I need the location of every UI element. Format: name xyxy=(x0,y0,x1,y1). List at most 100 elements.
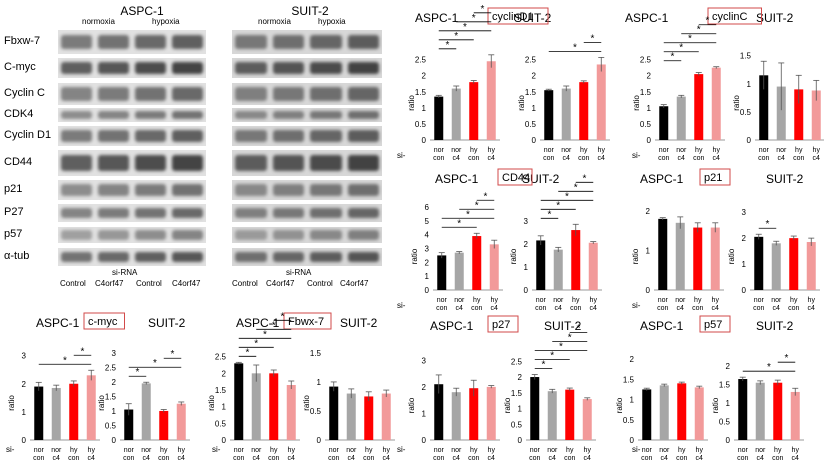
y-tick-label: 0 xyxy=(524,286,529,295)
y-tick-label: 0 xyxy=(726,436,731,445)
sig-star: * xyxy=(472,13,476,24)
x-tick-label: hy xyxy=(790,297,798,304)
panel-title: SUIT-2 xyxy=(766,172,804,186)
y-axis-label: ratio xyxy=(7,395,16,411)
si-label: si- xyxy=(397,151,406,160)
y-tick-label: 1.5 xyxy=(640,88,652,97)
x-tick-label: nor xyxy=(530,447,541,454)
y-axis-label: ratio xyxy=(407,95,416,111)
y-tick-label: 1.5 xyxy=(511,389,523,398)
lane-c4orf47-2: C4orf47 xyxy=(172,279,201,288)
x-tick-label: nor xyxy=(754,297,765,304)
chart-title: p27 xyxy=(492,319,510,331)
y-tick-label: 1.5 xyxy=(310,349,322,358)
si-label: si- xyxy=(212,445,221,454)
x-tick-label: nor xyxy=(141,447,152,454)
bar xyxy=(790,391,800,440)
bar xyxy=(176,403,186,440)
x-tick-label: hy xyxy=(580,147,588,154)
sig-star: * xyxy=(542,360,546,371)
x-tick-label: c4 xyxy=(488,155,496,162)
blot-cond-normoxia-left: normoxia xyxy=(82,17,115,26)
bar xyxy=(437,255,447,290)
x-tick-label: c4 xyxy=(677,305,685,312)
blot-row-label: CD44 xyxy=(4,156,33,168)
y-tick-label: 1 xyxy=(532,104,537,113)
bar xyxy=(806,242,816,290)
bar xyxy=(454,252,464,290)
blot-row-label: C-myc xyxy=(4,61,36,73)
x-tick-label: nor xyxy=(547,447,558,454)
bar xyxy=(754,236,764,290)
y-tick-label: 2.5 xyxy=(525,56,537,65)
chart-title-box xyxy=(699,315,731,333)
x-tick-label: c4 xyxy=(757,455,765,460)
y-tick-label: 2 xyxy=(518,373,523,382)
x-tick-label: c4 xyxy=(453,455,461,460)
y-tick-label: 1 xyxy=(647,104,652,113)
chart-title-box xyxy=(497,168,533,186)
x-tick-label: con xyxy=(658,155,669,162)
si-label: si- xyxy=(397,301,406,310)
x-tick-label: hy xyxy=(470,147,478,154)
sig-star: * xyxy=(550,351,554,362)
y-axis-label: ratio xyxy=(727,248,736,264)
y-tick-label: 2 xyxy=(425,258,430,267)
x-tick-label: hy xyxy=(678,447,686,454)
x-tick-label: con xyxy=(693,155,704,162)
bar xyxy=(34,386,44,440)
y-tick-label: 3 xyxy=(524,217,529,226)
x-tick-label: con xyxy=(468,155,479,162)
sig-star: * xyxy=(688,34,692,45)
bar xyxy=(86,375,96,440)
blot-strip xyxy=(232,227,382,243)
x-tick-label: c4 xyxy=(143,455,151,460)
sig-star: * xyxy=(559,342,563,353)
y-axis-label: ratio xyxy=(302,395,311,411)
blot-strip xyxy=(232,30,382,54)
chart-title-box xyxy=(487,7,549,25)
y-tick-label: 0.5 xyxy=(415,120,427,129)
y-tick-label: 2 xyxy=(646,207,651,216)
y-tick-label: 0.5 xyxy=(719,418,731,427)
y-tick-label: 1 xyxy=(630,396,635,405)
x-tick-label: c4 xyxy=(288,455,296,460)
y-tick-label: 2.5 xyxy=(105,363,117,372)
panel-title: SUIT-2 xyxy=(148,316,186,330)
bar xyxy=(269,373,279,440)
x-tick-label: nor xyxy=(437,297,448,304)
y-tick-label: 0.5 xyxy=(740,108,752,117)
bar xyxy=(544,90,554,140)
x-tick-label: con xyxy=(788,305,799,312)
blot-row-label: Fbxw-7 xyxy=(4,35,41,47)
blot-row-label: α-tub xyxy=(4,250,30,262)
bar xyxy=(771,243,781,290)
x-tick-label: hy xyxy=(160,447,168,454)
x-tick-label: con xyxy=(535,305,546,312)
blot-cond-hypoxia-left: hypoxia xyxy=(152,17,180,26)
x-tick-label: hy xyxy=(566,447,574,454)
x-tick-label: con xyxy=(676,455,687,460)
bar xyxy=(469,388,479,440)
bar xyxy=(773,382,783,440)
lane-control-1: Control xyxy=(60,279,86,288)
sig-star: * xyxy=(706,16,710,27)
x-tick-label: nor xyxy=(329,447,340,454)
x-tick-label: con xyxy=(543,155,554,162)
bar xyxy=(547,391,557,440)
x-tick-label: hy xyxy=(470,447,478,454)
blot-strip xyxy=(232,204,382,222)
sig-star: * xyxy=(466,209,470,220)
blot-strip xyxy=(58,126,206,146)
bar xyxy=(755,382,765,440)
x-tick-label: con xyxy=(758,155,769,162)
bar xyxy=(159,410,169,440)
panel-title: SUIT-2 xyxy=(756,11,794,25)
x-tick-label: c4 xyxy=(598,155,606,162)
sig-star: * xyxy=(591,33,595,44)
x-tick-label: hy xyxy=(813,147,821,154)
y-tick-label: 2.5 xyxy=(640,56,652,65)
blot-row-label: CDK4 xyxy=(4,108,34,120)
x-tick-label: nor xyxy=(434,447,445,454)
x-tick-label: hy xyxy=(572,297,580,304)
